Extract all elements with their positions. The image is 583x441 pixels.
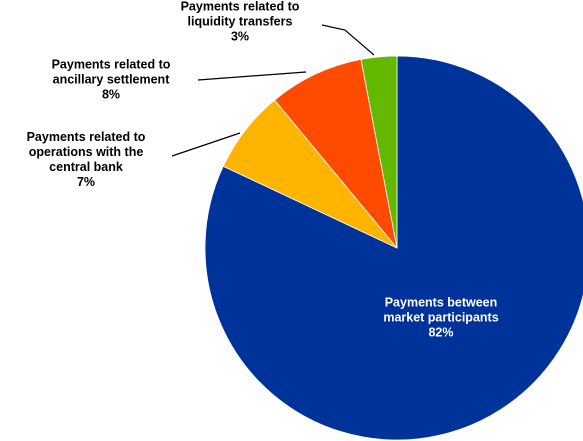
slice-0-label-line-0: Payments between [385, 295, 498, 309]
pie-slice-2 [274, 58, 398, 249]
slice-1-label-line-0: Payments related to [27, 130, 146, 144]
slice-1-label-line-2: central bank [49, 160, 123, 174]
slice-1-percent-label: 7% [77, 175, 95, 189]
slice-3-percent-label: 3% [231, 29, 249, 43]
leader-line-2 [197, 71, 307, 81]
leader-line-1 [171, 132, 241, 157]
pie-slices [204, 55, 583, 441]
pie-slice-3 [360, 55, 398, 249]
slice-0-label-line-1: market participants [383, 310, 498, 324]
slice-2-percent-label: 8% [102, 87, 120, 101]
slice-3-label-line-0: Payments related to [181, 0, 300, 13]
leader-lines [171, 24, 375, 157]
slice-0-percent-label: 82% [428, 325, 453, 339]
slice-2-label-line-0: Payments related to [52, 57, 171, 71]
slice-3-label-line-1: liquidity transfers [188, 14, 293, 28]
slice-2-label-line-1: ancillary settlement [53, 72, 171, 86]
leader-line-3 [321, 24, 375, 56]
slice-1-label-line-1: operations with the [29, 145, 144, 159]
pie-slice-0 [204, 55, 583, 441]
